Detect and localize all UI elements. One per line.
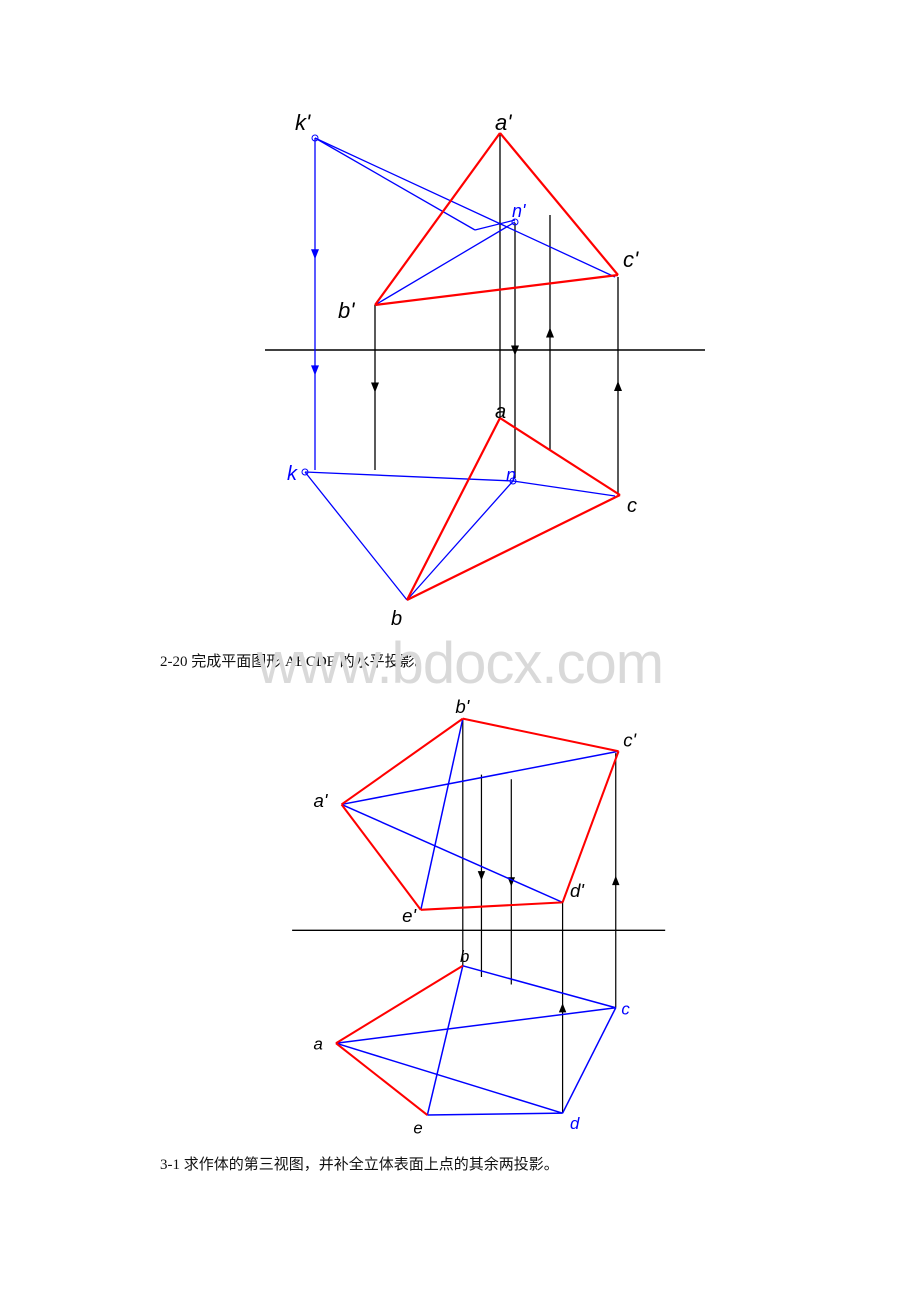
svg-text:b': b' [338, 298, 355, 323]
svg-text:c': c' [623, 247, 639, 272]
diagram-2: b' c' a' d' e' b c a d e [250, 686, 670, 1143]
svg-text:c': c' [623, 730, 637, 751]
svg-text:e: e [413, 1119, 422, 1138]
caption-3-1: 3-1 求作体的第三视图，并补全立体表面上点的其余两投影。 [130, 1153, 800, 1174]
svg-text:n: n [506, 465, 516, 485]
svg-text:d: d [570, 1114, 580, 1133]
svg-text:c: c [627, 495, 637, 517]
diagram-1: k' a' n' c' b' a k n c b [215, 100, 705, 640]
svg-text:b': b' [455, 696, 470, 717]
svg-text:a': a' [495, 110, 512, 135]
svg-text:b: b [391, 608, 402, 630]
svg-text:n': n' [512, 201, 526, 221]
watermark: www.bdocx.com [257, 630, 663, 697]
svg-text:c: c [621, 999, 630, 1018]
svg-text:a: a [495, 401, 506, 423]
svg-text:k: k [287, 463, 298, 485]
svg-text:a': a' [314, 790, 329, 811]
svg-text:k': k' [295, 110, 311, 135]
svg-text:a: a [314, 1035, 323, 1054]
svg-text:d': d' [570, 880, 585, 901]
svg-text:e': e' [402, 905, 417, 926]
svg-text:b: b [460, 947, 469, 966]
